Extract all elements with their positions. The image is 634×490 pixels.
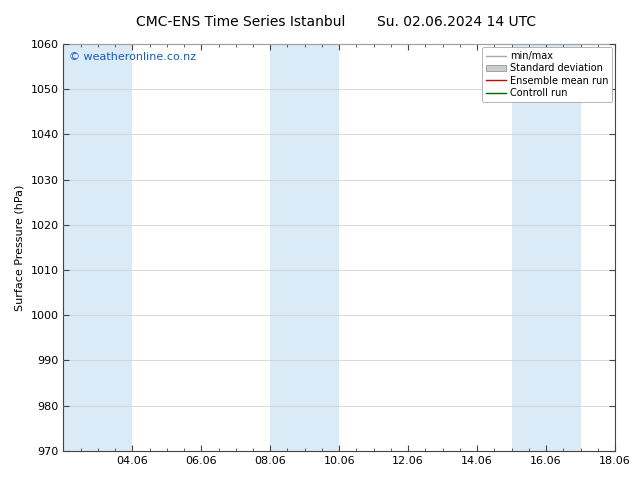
Y-axis label: Surface Pressure (hPa): Surface Pressure (hPa) <box>15 184 25 311</box>
Legend: min/max, Standard deviation, Ensemble mean run, Controll run: min/max, Standard deviation, Ensemble me… <box>482 47 612 102</box>
Bar <box>512 44 581 451</box>
Text: CMC-ENS Time Series Istanbul: CMC-ENS Time Series Istanbul <box>136 15 346 29</box>
Text: © weatheronline.co.nz: © weatheronline.co.nz <box>69 52 196 62</box>
Bar <box>63 44 133 451</box>
Bar <box>270 44 339 451</box>
Text: Su. 02.06.2024 14 UTC: Su. 02.06.2024 14 UTC <box>377 15 536 29</box>
